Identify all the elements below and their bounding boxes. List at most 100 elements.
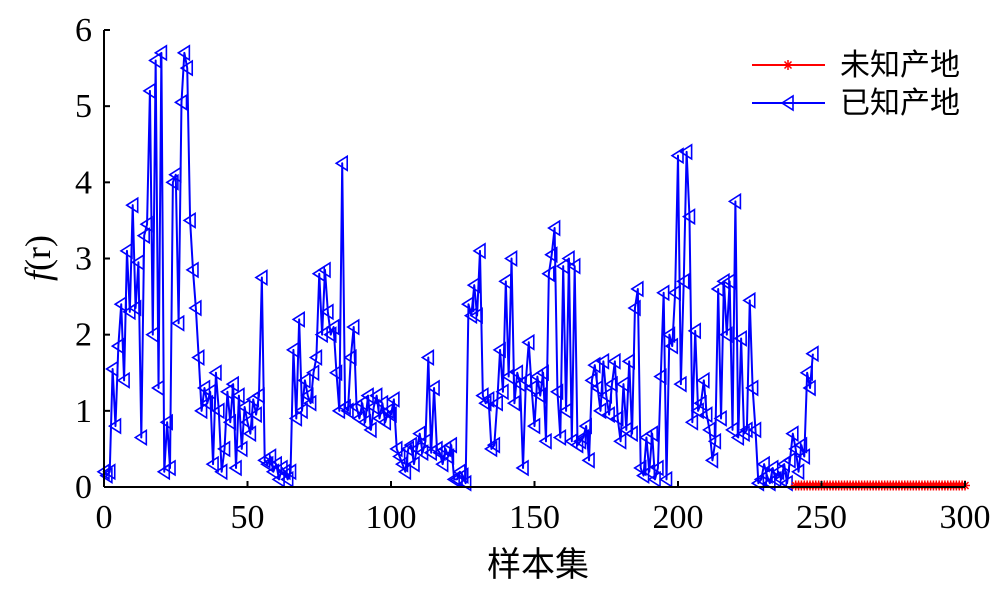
data-point-known bbox=[673, 375, 687, 393]
data-point-known bbox=[159, 413, 173, 431]
data-point-known bbox=[483, 440, 498, 458]
data-point-known bbox=[504, 250, 518, 267]
data-point-known bbox=[610, 409, 624, 427]
data-point-known bbox=[130, 253, 145, 271]
data-point-known bbox=[168, 166, 182, 184]
data-point-unknown bbox=[783, 60, 793, 70]
legend-item-unknown: 未知产地 bbox=[752, 48, 960, 83]
data-point-known bbox=[417, 432, 432, 450]
data-point-known bbox=[805, 345, 819, 363]
data-point-known bbox=[317, 261, 331, 279]
data-point-known bbox=[231, 387, 245, 405]
data-point-known bbox=[99, 467, 113, 485]
data-point-known bbox=[455, 467, 469, 485]
data-point-known bbox=[633, 459, 647, 477]
data-point-known bbox=[107, 417, 122, 435]
data-point-known bbox=[572, 432, 587, 450]
x-tick-label: 300 bbox=[940, 499, 991, 536]
data-point-known bbox=[693, 394, 707, 412]
y-tick-label: 3 bbox=[75, 241, 92, 278]
data-point-known bbox=[271, 470, 285, 488]
data-point-known bbox=[242, 425, 257, 443]
data-point-known bbox=[380, 402, 394, 420]
data-point-known bbox=[506, 394, 521, 412]
data-point-known bbox=[162, 459, 176, 477]
data-point-known bbox=[661, 326, 676, 344]
data-point-known bbox=[406, 455, 420, 473]
data-point-known bbox=[719, 326, 733, 344]
data-point-known bbox=[211, 402, 225, 420]
data-point-known bbox=[240, 413, 254, 431]
data-point-known bbox=[133, 429, 148, 446]
data-point-known bbox=[357, 413, 371, 431]
y-tick-label: 4 bbox=[75, 164, 92, 201]
data-point-known bbox=[690, 402, 704, 420]
data-point-known bbox=[346, 318, 360, 336]
data-point-known bbox=[710, 280, 724, 298]
data-point-known bbox=[696, 371, 710, 389]
data-point-known bbox=[300, 387, 314, 405]
data-point-known bbox=[756, 455, 770, 473]
data-point-known bbox=[702, 421, 716, 439]
data-point-known bbox=[214, 463, 228, 481]
data-point-known bbox=[182, 211, 196, 229]
data-point-known bbox=[466, 276, 481, 294]
data-point-known bbox=[354, 394, 369, 412]
data-point-known bbox=[521, 333, 535, 351]
data-point-known bbox=[383, 406, 397, 424]
data-point-known bbox=[607, 352, 621, 370]
x-tick-label: 100 bbox=[366, 499, 417, 536]
x-ticks: 0 50 100 150 200 250 300 bbox=[96, 481, 991, 536]
data-point-known bbox=[733, 330, 747, 347]
data-point-known bbox=[288, 409, 303, 427]
data-point-known bbox=[716, 272, 730, 290]
data-point-known bbox=[217, 440, 231, 458]
data-point-known bbox=[644, 425, 658, 443]
data-point-known bbox=[624, 425, 638, 443]
data-point-known bbox=[440, 448, 455, 465]
data-point-known bbox=[110, 337, 125, 355]
data-point-known bbox=[142, 82, 156, 100]
data-point-known bbox=[558, 402, 572, 420]
data-point-known bbox=[369, 387, 383, 405]
x-tick-label: 150 bbox=[509, 499, 560, 536]
data-point-known bbox=[199, 394, 214, 412]
y-tick-label: 5 bbox=[75, 88, 92, 125]
data-point-known bbox=[745, 379, 759, 397]
data-point-known bbox=[768, 470, 782, 488]
data-point-known bbox=[363, 421, 377, 439]
legend-label-unknown: 未知产地 bbox=[840, 48, 960, 83]
data-point-known bbox=[515, 459, 529, 477]
data-point-known bbox=[191, 349, 205, 366]
data-point-known bbox=[254, 269, 268, 286]
data-point-known bbox=[205, 455, 219, 473]
data-point-known bbox=[251, 387, 265, 405]
data-point-known bbox=[151, 379, 165, 397]
data-point-known bbox=[171, 314, 185, 332]
data-point-known bbox=[280, 470, 294, 488]
data-point-known bbox=[208, 364, 222, 382]
data-point-known bbox=[374, 394, 389, 412]
data-point-known bbox=[420, 349, 435, 366]
y-axis-title: f(r) bbox=[18, 235, 58, 281]
data-point-known bbox=[397, 463, 412, 481]
data-point-known bbox=[725, 421, 739, 439]
data-point-known bbox=[759, 467, 773, 485]
data-point-known bbox=[228, 459, 242, 477]
data-point-known bbox=[532, 387, 547, 405]
data-point-known bbox=[601, 406, 615, 424]
legend: 未知产地 已知产地 bbox=[752, 48, 960, 121]
x-axis-title: 样本集 bbox=[487, 545, 589, 585]
x-tick-label: 50 bbox=[231, 499, 265, 536]
data-point-known bbox=[492, 341, 506, 359]
data-point-known bbox=[446, 470, 460, 488]
data-point-known bbox=[435, 455, 449, 473]
legend-item-known: 已知产地 bbox=[752, 86, 960, 121]
data-point-known bbox=[219, 383, 234, 401]
data-point-known bbox=[415, 444, 429, 462]
data-point-known bbox=[426, 379, 440, 397]
data-point-known bbox=[145, 326, 159, 344]
data-point-known bbox=[770, 463, 785, 481]
data-point-known bbox=[222, 413, 237, 431]
data-point-known bbox=[102, 463, 116, 481]
